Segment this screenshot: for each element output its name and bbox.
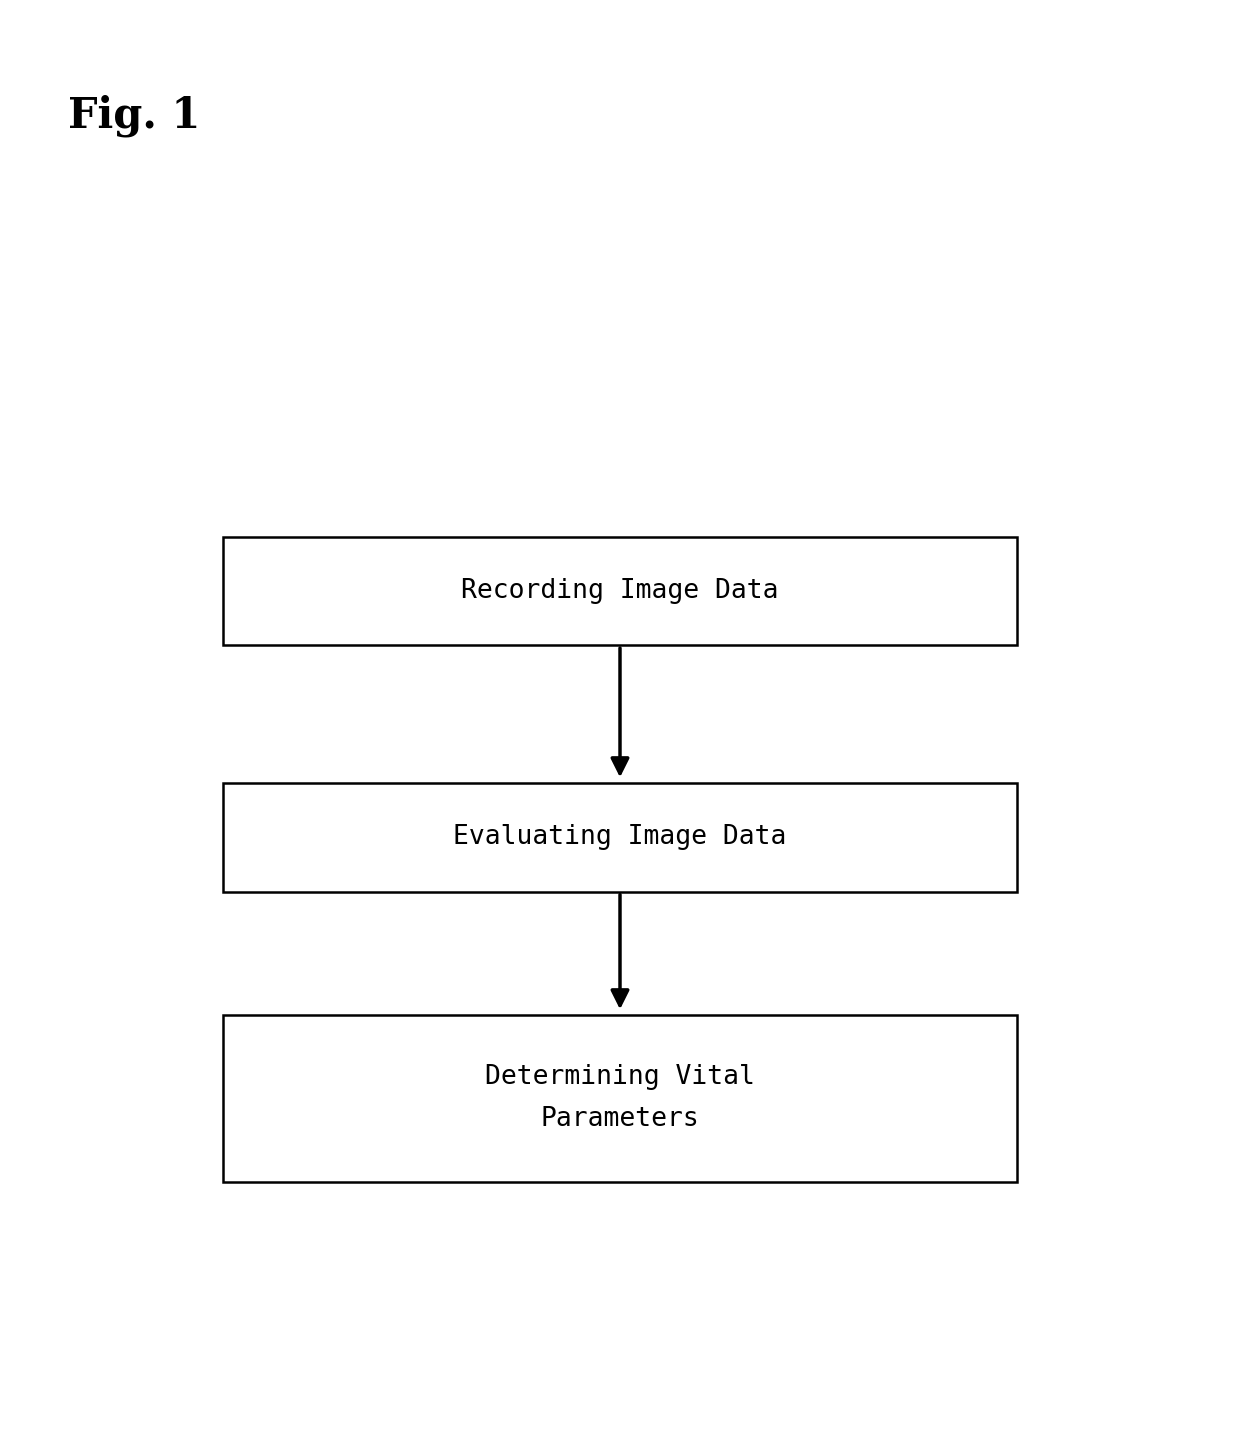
Text: Evaluating Image Data: Evaluating Image Data	[454, 825, 786, 850]
Text: Recording Image Data: Recording Image Data	[461, 579, 779, 603]
Text: Determining Vital
Parameters: Determining Vital Parameters	[485, 1064, 755, 1132]
FancyBboxPatch shape	[223, 1015, 1017, 1182]
Text: Fig. 1: Fig. 1	[68, 94, 201, 136]
FancyBboxPatch shape	[223, 536, 1017, 645]
FancyBboxPatch shape	[223, 783, 1017, 892]
